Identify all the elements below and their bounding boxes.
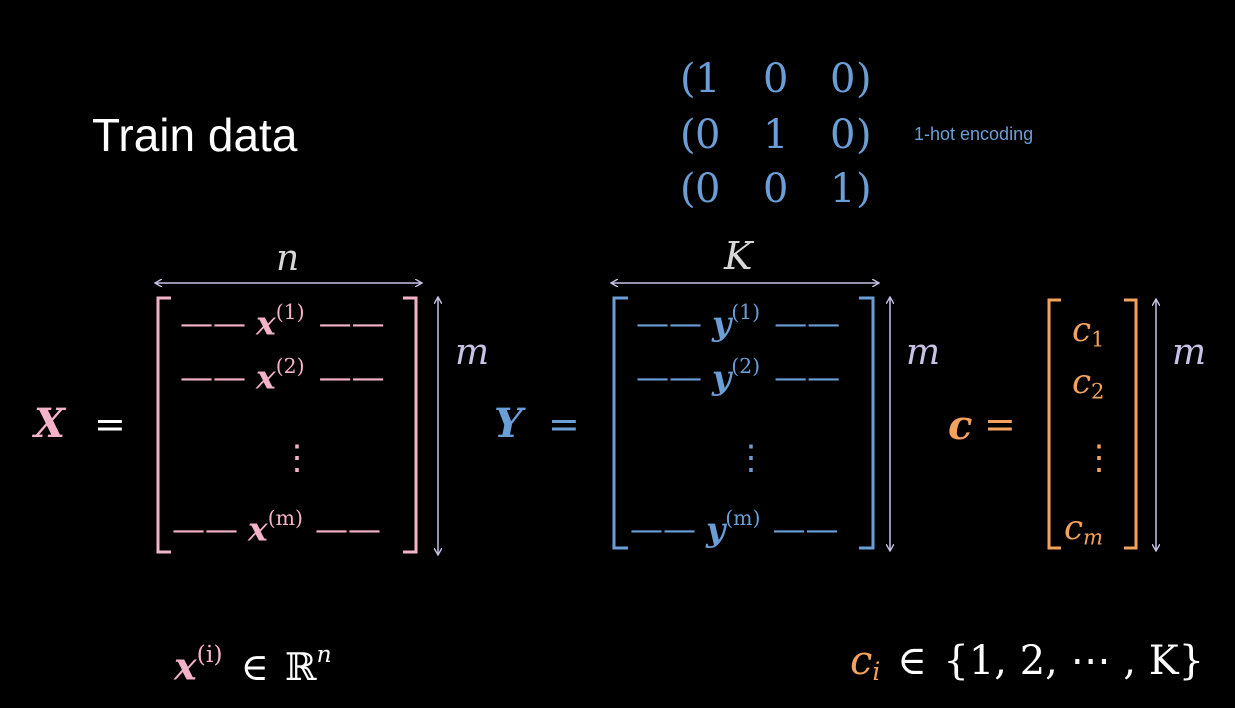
y-matrix-symbol: Y xyxy=(494,400,523,447)
c-entry-m: cm xyxy=(1064,508,1104,550)
y-height-label: m xyxy=(906,332,941,373)
one-hot-row: ( 0 0 1 ) xyxy=(680,166,872,212)
x-row-2: —— x(2) —— xyxy=(180,354,385,397)
y-vertical-dots: ⋮ xyxy=(734,438,768,478)
c-entry-1: c1 xyxy=(1072,310,1105,352)
y-left-bracket xyxy=(612,296,628,550)
slide-title: Train data xyxy=(92,109,298,161)
c-vertical-dots: ⋮ xyxy=(1082,438,1116,478)
c-left-bracket xyxy=(1047,298,1061,550)
x-row-1: —— x(1) —— xyxy=(180,300,385,343)
x-domain-formula: x(i) ∈ ℝn xyxy=(174,640,332,689)
one-hot-cell: 1 xyxy=(763,112,789,158)
c-right-bracket xyxy=(1124,298,1138,550)
one-hot-cell: 0 xyxy=(830,112,856,158)
one-hot-cell: 0 xyxy=(695,166,721,212)
c-vector-symbol: c xyxy=(948,402,973,449)
y-equals-sign: = xyxy=(548,402,580,446)
c-equals-sign: = xyxy=(984,402,1016,446)
one-hot-row: ( 1 0 0 ) xyxy=(680,56,872,102)
one-hot-cell: 0 xyxy=(830,56,856,102)
y-row-1: —— y(1) —— xyxy=(636,300,841,343)
x-height-label: m xyxy=(455,332,490,373)
x-right-bracket xyxy=(403,296,418,554)
c-height-label: m xyxy=(1172,332,1207,373)
one-hot-cell: 0 xyxy=(763,166,789,212)
x-width-label: n xyxy=(276,238,300,279)
x-row-m: —— x(m) —— xyxy=(172,506,382,549)
x-matrix-symbol: X xyxy=(34,400,66,447)
one-hot-cell: 0 xyxy=(695,112,721,158)
x-vertical-dots: ⋮ xyxy=(280,438,314,478)
y-row-m: —— y(m) —— xyxy=(630,506,839,549)
one-hot-cell: 0 xyxy=(763,56,789,102)
x-equals-sign: = xyxy=(94,402,126,446)
c-domain-formula: ci ∈ {1, 2, ⋯ , K} xyxy=(850,638,1205,687)
one-hot-cell: 1 xyxy=(695,56,721,102)
c-entry-2: c2 xyxy=(1072,362,1105,404)
one-hot-caption: 1-hot encoding xyxy=(914,124,1034,144)
y-width-label: K xyxy=(724,234,753,278)
y-row-2: —— y(2) —— xyxy=(636,354,841,397)
y-right-bracket xyxy=(859,296,875,550)
x-left-bracket xyxy=(156,296,171,554)
one-hot-row: ( 0 1 0 ) xyxy=(680,112,872,158)
one-hot-cell: 1 xyxy=(830,166,856,212)
